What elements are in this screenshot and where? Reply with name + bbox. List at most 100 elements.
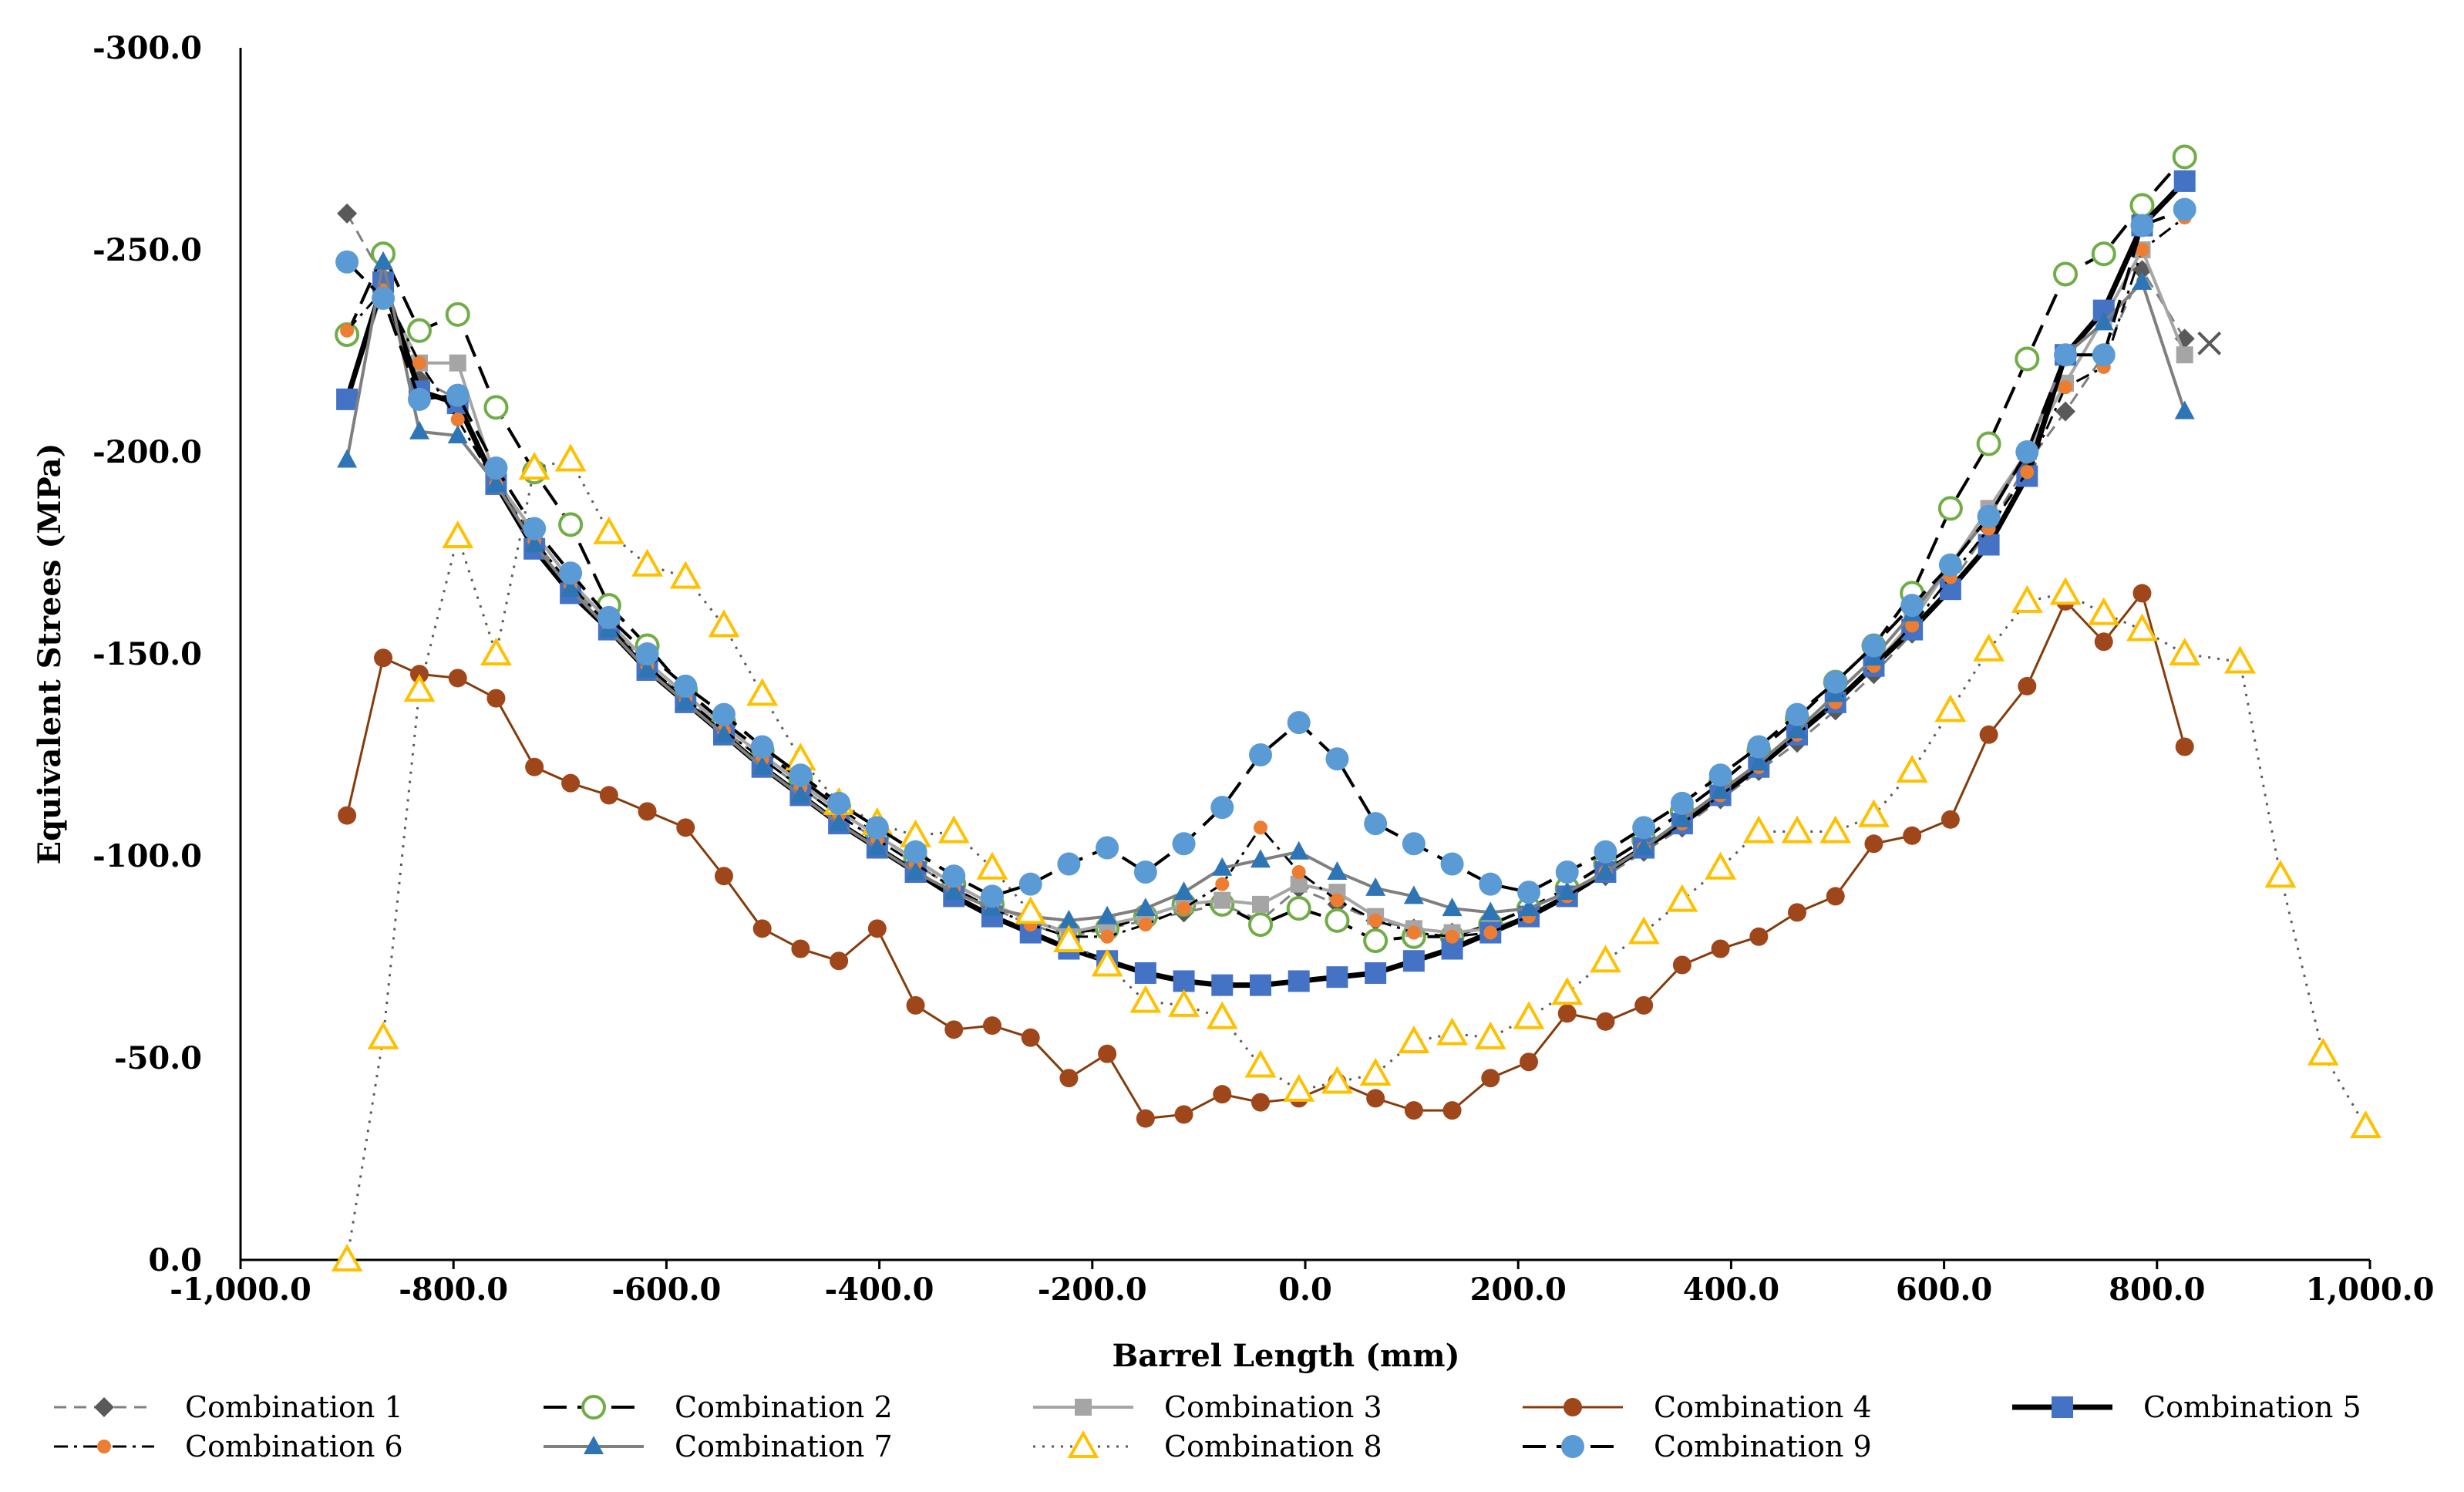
data-point <box>1057 852 1081 876</box>
data-point <box>1406 925 1421 940</box>
data-point <box>1248 743 1272 766</box>
series-line <box>345 591 2186 1120</box>
x-tick-label: 400.0 <box>1683 1271 1779 1308</box>
data-point <box>1018 872 1042 896</box>
data-point <box>337 203 358 224</box>
data-point <box>1826 887 1845 906</box>
data-point <box>1481 1069 1500 1088</box>
legend-item: Combination 2 <box>544 1390 893 1424</box>
data-point <box>631 548 663 577</box>
data-point <box>1788 903 1807 922</box>
x-tick-label: -400.0 <box>825 1271 934 1308</box>
data-point <box>1210 796 1234 820</box>
data-point <box>1442 1101 1462 1120</box>
data-point <box>1174 1105 1193 1124</box>
data-point <box>484 456 508 480</box>
data-point <box>450 413 465 427</box>
data-point <box>1705 851 1737 880</box>
data-point <box>2129 193 2155 218</box>
data-point <box>1632 816 1656 840</box>
legend-label: Combination 6 <box>185 1430 403 1463</box>
data-point <box>559 561 583 585</box>
data-point <box>1206 1001 1238 1029</box>
data-point <box>593 516 625 544</box>
data-point <box>1100 929 1115 944</box>
data-point <box>523 517 547 541</box>
data-point <box>746 678 779 706</box>
legend-label: Combination 8 <box>1164 1430 1382 1463</box>
data-point <box>980 884 1004 908</box>
y-ticks: -300.0 -250.0 -200.0 -150.0 -100.0 -50.0 0.0 <box>93 30 202 1278</box>
series-7 <box>337 251 2195 928</box>
data-point <box>480 637 512 665</box>
data-point <box>1325 747 1349 771</box>
data-point <box>449 354 466 372</box>
data-point <box>2011 584 2043 613</box>
data-point <box>1211 974 1234 996</box>
data-point <box>2175 737 2194 756</box>
data-point <box>2092 343 2116 367</box>
data-point <box>486 473 507 492</box>
data-point <box>447 425 468 444</box>
y-tick-label: -250.0 <box>93 232 202 268</box>
data-point <box>1286 896 1311 921</box>
legend-label: Combination 9 <box>1654 1430 1872 1463</box>
data-point <box>599 786 618 805</box>
data-point <box>905 861 926 880</box>
y-tick-label: -50.0 <box>114 1040 202 1076</box>
y-tick-label: -100.0 <box>93 838 202 874</box>
data-point <box>518 451 550 480</box>
data-point <box>1244 1049 1277 1078</box>
data-point <box>1934 694 1967 722</box>
data-point <box>1021 1028 1040 1047</box>
data-point <box>2091 241 2116 267</box>
legend-marker <box>581 1395 606 1420</box>
data-point <box>1517 881 1541 904</box>
y-tick-label: 0.0 <box>148 1242 202 1278</box>
data-point <box>1483 925 1498 940</box>
data-point <box>1059 1069 1079 1088</box>
data-point <box>1436 1017 1469 1046</box>
data-point <box>372 286 396 310</box>
data-point <box>2126 613 2158 642</box>
x-tick-label: 600.0 <box>1896 1271 1992 1308</box>
data-point <box>407 318 433 343</box>
data-point <box>1253 820 1267 835</box>
legend-item: Combination 5 <box>2012 1390 2361 1424</box>
data-point <box>1749 927 1769 946</box>
legend-label: Combination 4 <box>1654 1390 1872 1424</box>
data-point <box>1291 864 1306 879</box>
data-point <box>1321 1066 1353 1094</box>
axes <box>239 48 2370 1261</box>
data-point <box>713 723 734 743</box>
data-point <box>1671 808 1692 827</box>
legend-marker <box>1067 1430 1099 1458</box>
data-point <box>2307 1037 2339 1066</box>
data-point <box>2094 632 2113 652</box>
legend-item: Combination 6 <box>54 1430 403 1463</box>
data-point <box>1288 840 1309 860</box>
data-point <box>1213 891 1231 909</box>
data-point <box>1249 974 1271 996</box>
data-point <box>1290 875 1308 893</box>
series-line <box>345 207 2186 898</box>
data-point <box>1749 752 1769 771</box>
data-point <box>373 251 394 270</box>
data-point <box>1595 861 1616 880</box>
data-point <box>1365 962 1387 984</box>
data-point <box>1363 928 1389 954</box>
data-point <box>554 443 587 472</box>
data-point <box>1364 812 1388 836</box>
data-point <box>906 995 925 1015</box>
data-point <box>2020 465 2035 480</box>
legend-item: Combination 1 <box>54 1390 403 1424</box>
data-point <box>1557 1004 1577 1023</box>
data-point <box>712 702 735 726</box>
data-point <box>827 791 851 815</box>
data-point <box>1520 1052 1539 1072</box>
data-point <box>676 818 695 837</box>
data-point <box>2135 243 2149 257</box>
x-tick-label: 0.0 <box>1278 1271 1332 1308</box>
data-point <box>338 806 357 825</box>
data-point <box>637 658 658 678</box>
